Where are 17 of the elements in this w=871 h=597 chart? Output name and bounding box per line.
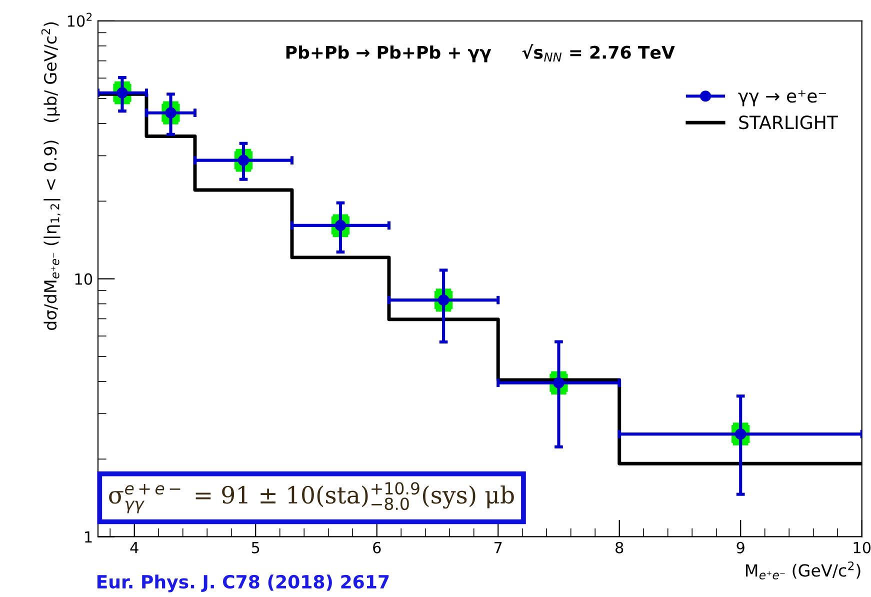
legend-label: STARLIGHT [739, 116, 838, 130]
y-tick-label: 10$^{2}$ [68, 12, 92, 27]
y-axis-title: dσ/dM$_{e⁺e⁻}$ (|η$_{1,2}$| < 0.9) (μb/ GeV/c$^{2}$) [41, 22, 60, 330]
legend-label: γγ → e⁺e⁻ [738, 90, 826, 106]
text: Pb+Pb → Pb+Pb + γγ √s$_{NN}$ = 2.76 TeV [286, 44, 675, 62]
y-tick-label: 1 [85, 531, 92, 543]
x-tick-label: 9 [736, 542, 744, 554]
x-axis-title: M$_{e⁺e⁻}$ (GeV/c$^{2}$) [746, 561, 860, 580]
x-tick-label: 4 [130, 542, 138, 554]
y-tick-label: 10 [75, 273, 92, 285]
text: Eur. Phys. J. C78 (2018) 2617 [97, 574, 389, 592]
x-tick-label: 5 [252, 542, 260, 554]
x-tick-label: 10 [854, 542, 871, 554]
x-tick-label: 6 [373, 542, 381, 554]
text: σ$^{e+e−}$$_{γγ}$ = 91 ± 10(sta)$^{+10.9}$$_{−8.0}$(sys) μb [109, 482, 514, 514]
x-tick-label: 8 [616, 542, 624, 554]
x-tick-label: 7 [494, 542, 502, 554]
